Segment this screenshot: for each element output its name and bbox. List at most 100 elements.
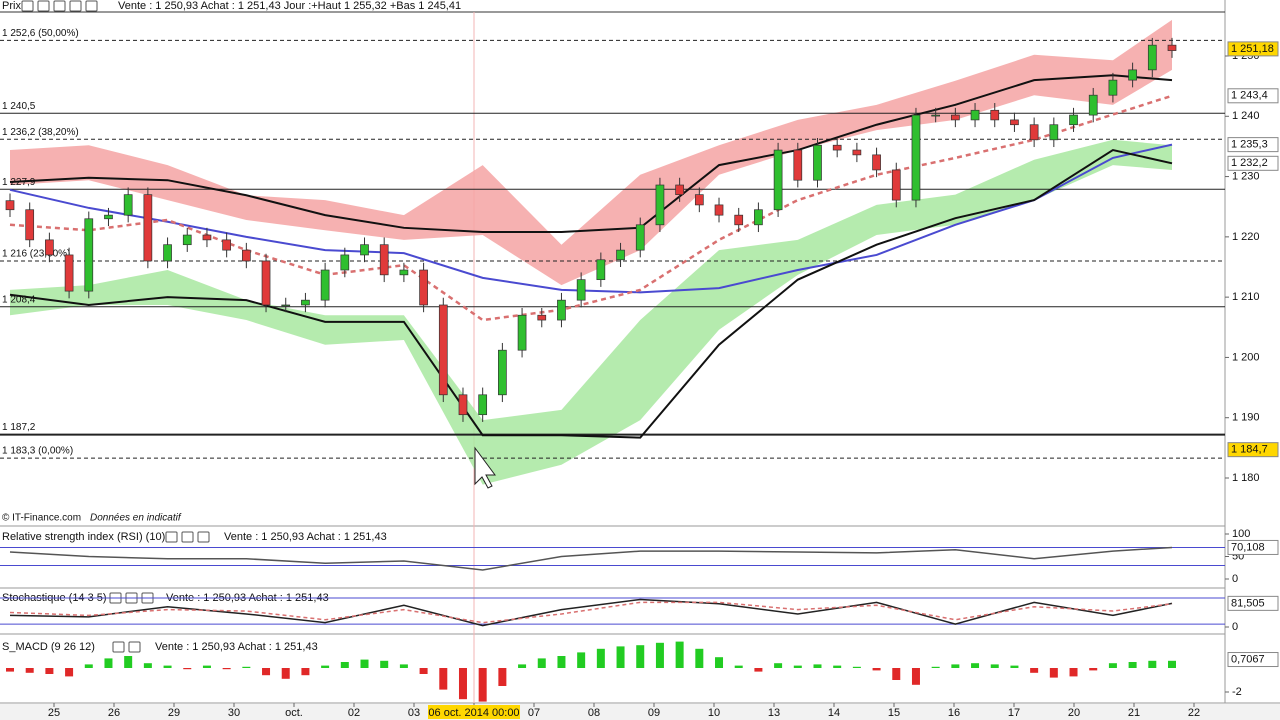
last-value-label: 1 243,4 — [1231, 90, 1268, 102]
bar — [833, 665, 842, 668]
y-tick-label: 100 — [1232, 528, 1250, 540]
candle-body — [675, 184, 684, 196]
level-label: 1 208,4 — [2, 294, 36, 305]
bar — [990, 664, 999, 668]
candle-body — [655, 184, 665, 226]
panel-icon[interactable] — [85, 0, 98, 12]
candle-body — [1049, 124, 1059, 141]
bar — [793, 665, 802, 668]
candle-body — [458, 394, 468, 416]
x-tick-label: 26 — [108, 707, 120, 719]
bar — [104, 658, 113, 668]
last-value-box — [1227, 137, 1279, 153]
bar — [852, 666, 861, 668]
last-value-label: 81,505 — [1231, 597, 1265, 609]
bar — [557, 656, 566, 668]
bar — [281, 668, 290, 679]
panel-icon[interactable] — [128, 641, 141, 653]
y-tick-label: -2 — [1232, 686, 1242, 698]
candle-body — [1147, 44, 1157, 71]
bar — [1030, 668, 1039, 673]
y-tick-label: 1 220 — [1232, 231, 1260, 243]
last-value-box — [1227, 652, 1279, 668]
panel-icon[interactable] — [37, 0, 50, 12]
candle-body — [635, 224, 645, 251]
bar — [1010, 665, 1019, 668]
bar — [931, 666, 940, 668]
x-tick-label: 20 — [1068, 707, 1080, 719]
bar — [872, 668, 881, 671]
candle-body — [202, 234, 212, 241]
candle-body — [123, 194, 133, 216]
candle-body — [84, 218, 94, 292]
candle-body — [163, 244, 172, 262]
candle-body — [1088, 94, 1098, 116]
bar — [1148, 660, 1157, 668]
bar — [715, 657, 724, 668]
y-tick-label: 1 240 — [1232, 110, 1260, 122]
candle-body — [379, 244, 389, 276]
candle-body — [1069, 114, 1078, 126]
candle-body — [931, 114, 941, 117]
candle-body — [773, 149, 783, 211]
footer-note: Données en indicatif — [90, 513, 182, 524]
candle-body — [281, 304, 291, 307]
bar — [1089, 668, 1098, 671]
bar — [45, 668, 54, 674]
candle-body — [832, 144, 842, 151]
candle-body — [1128, 69, 1137, 81]
candle-body — [911, 114, 921, 201]
candle-body — [1029, 124, 1039, 141]
candle-body — [25, 209, 35, 241]
bar — [655, 642, 664, 668]
panel-icon[interactable] — [181, 531, 194, 543]
panel-subtitle: Vente : 1 250,93 Achat : 1 251,43 — [224, 531, 387, 543]
y-tick-label: 1 230 — [1232, 170, 1260, 182]
panel-icon[interactable] — [112, 641, 125, 653]
candle-body — [45, 239, 54, 256]
bar — [163, 665, 172, 668]
candle-body — [261, 260, 271, 306]
last-value-label: 70,108 — [1231, 541, 1265, 553]
x-tick-label: 21 — [1128, 707, 1140, 719]
x-tick-label: 30 — [228, 707, 240, 719]
y-tick-label: 0 — [1232, 621, 1238, 633]
bar — [380, 660, 389, 668]
candle-body — [1010, 119, 1019, 126]
panel-icon[interactable] — [197, 531, 210, 543]
candle-body — [478, 394, 488, 416]
x-axis-band — [0, 704, 1280, 720]
bar — [911, 668, 920, 685]
x-tick-label: 10 — [708, 707, 720, 719]
bar — [458, 668, 467, 700]
last-value-box — [1227, 595, 1279, 611]
candle-body — [596, 259, 606, 281]
bar — [734, 665, 743, 668]
indicator-line — [9, 74, 1173, 234]
x-tick-label: 06 oct. 2014 00:00 — [428, 707, 519, 719]
bar — [242, 666, 251, 668]
bar — [262, 668, 271, 676]
y-tick-label: 1 210 — [1232, 291, 1260, 303]
candle-body — [537, 314, 547, 321]
panel-title: S_MACD (9 26 12) — [2, 641, 95, 653]
panel-icon[interactable] — [165, 531, 178, 543]
candle-body — [576, 279, 586, 301]
candle-body — [438, 304, 448, 396]
panel-icon[interactable] — [53, 0, 66, 12]
last-value-box — [1227, 539, 1279, 555]
panel-icon[interactable] — [21, 0, 34, 12]
candle-body — [5, 200, 15, 211]
bar — [321, 665, 330, 668]
x-tick-label: 03 — [408, 707, 420, 719]
candle-body — [104, 214, 113, 220]
level-label: 1 252,6 (50,00%) — [2, 28, 79, 39]
level-label: 1 216 (23,60%) — [2, 249, 70, 260]
last-value-box — [1227, 41, 1279, 57]
candle-body — [990, 109, 1000, 121]
bar — [951, 664, 960, 668]
indicator-line — [9, 148, 1173, 439]
bar — [84, 664, 93, 668]
panel-icon[interactable] — [69, 0, 82, 12]
